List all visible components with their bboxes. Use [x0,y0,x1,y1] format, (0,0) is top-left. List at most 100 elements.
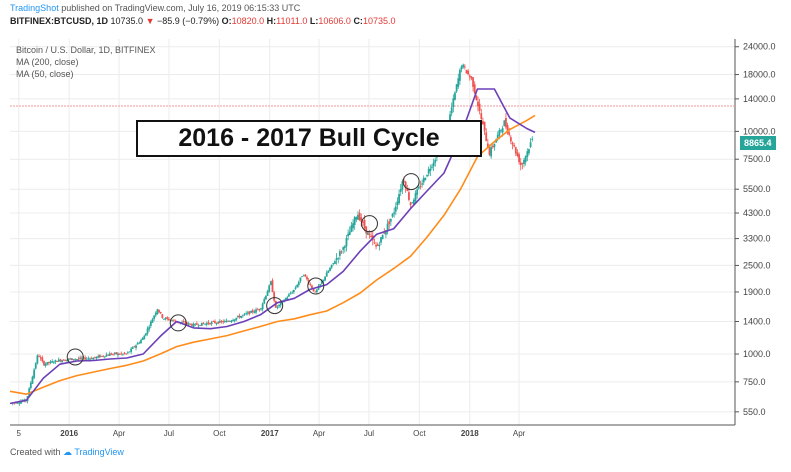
candle-body [278,304,280,307]
candle-body [207,322,210,324]
candle-body [269,281,272,285]
y-tick-label: 10000.0 [743,126,776,136]
candle-body [288,294,290,297]
candle-body [202,323,205,325]
candle-body [161,314,164,319]
close-label: C: [353,16,363,26]
candle-body [36,355,39,364]
candle-body [324,276,326,281]
candle-body [362,221,364,223]
candle-body [516,152,519,156]
tradingview-logo-icon: ☁ [63,447,73,457]
x-tick-label: Apr [313,429,326,438]
candle-body [54,360,57,363]
candle-body [338,251,341,256]
candle-body [381,234,384,240]
candle-body [94,356,96,358]
candle-body [276,307,279,308]
candle-body [406,187,409,191]
candle-body [222,321,225,323]
candle-body [403,181,405,183]
candle-body [457,78,460,87]
candle-body [345,238,348,247]
chart-area[interactable]: 24000.0 18000.0 14000.0 10000.0 7500.0 5500.0… [9,39,780,439]
candle-body [64,360,67,362]
y-tick-label: 3300.0 [743,234,771,244]
candle-body [145,333,147,336]
tradingview-link[interactable]: TradingView [74,447,124,457]
candle-body [332,262,335,264]
candle-body [399,189,402,192]
candle-body [89,358,91,360]
candle-body [409,202,412,206]
x-tick-label: 5 [17,429,22,438]
x-tick-label: Jul [364,429,374,438]
candle-body [248,311,251,314]
candle-body [334,261,336,264]
candle-body [459,69,461,81]
candle-body [473,84,476,94]
candle-body [314,291,317,293]
candle-body [411,202,414,204]
legend-ma50[interactable]: MA (50, close) [16,69,74,79]
candle-body [56,361,59,362]
candle-body [357,214,359,220]
candle-body [163,318,165,320]
candle-body [414,193,417,202]
candle-body [291,292,294,294]
candle-body [388,221,391,225]
candle-body [133,346,136,348]
candle-body [126,352,129,354]
candle-body [59,359,62,362]
candle-body [149,321,152,326]
candle-body [151,319,154,323]
candle-body [467,70,470,75]
candle-body [156,309,159,315]
candle-body [186,322,188,324]
candle-body [454,92,456,100]
candle-body [488,147,491,155]
candle-body [297,281,300,286]
candle-body [472,77,474,87]
candle-body [158,310,160,313]
tradingshot-author-link[interactable]: TradingShot [10,3,59,13]
candle-body [97,355,100,358]
chart-legend: Bitcoin / U.S. Dollar, 1D, BITFINEX MA (… [16,44,156,80]
candle-body [125,353,128,355]
candle-body [358,212,361,220]
candle-body [519,162,522,166]
candle-body [452,98,455,108]
candle-body [296,285,299,288]
candle-body [258,308,261,310]
footer-prefix: Created with [10,447,61,457]
candle-body [100,355,103,357]
candle-body [380,237,382,243]
candle-body [286,297,289,300]
candle-body [521,163,524,165]
candle-body [315,289,318,292]
candle-body [268,285,271,292]
y-tick-label: 1400.0 [743,316,771,326]
candle-body [427,169,430,174]
candle-body [115,352,118,355]
candle-body [16,402,19,404]
y-tick-label: 14000.0 [743,94,776,104]
price-change: −85.9 (−0.79%) [157,16,220,26]
price-chart[interactable]: 24000.0 18000.0 14000.0 10000.0 7500.0 5500.0… [9,39,780,439]
candle-body [301,276,303,278]
candle-body [273,292,276,301]
candle-body [212,321,215,322]
candle-body [404,181,407,189]
candle-body [110,353,113,355]
candle-body [393,212,396,214]
candle-body [204,323,206,325]
candle-body [284,298,287,300]
legend-ma200[interactable]: MA (200, close) [16,57,79,67]
candle-body [194,323,197,325]
candle-body [335,258,338,260]
candle-body [360,217,363,222]
candle-body [72,359,75,360]
candle-body [325,272,328,277]
candle-body [352,223,354,229]
candle-body [434,159,437,163]
